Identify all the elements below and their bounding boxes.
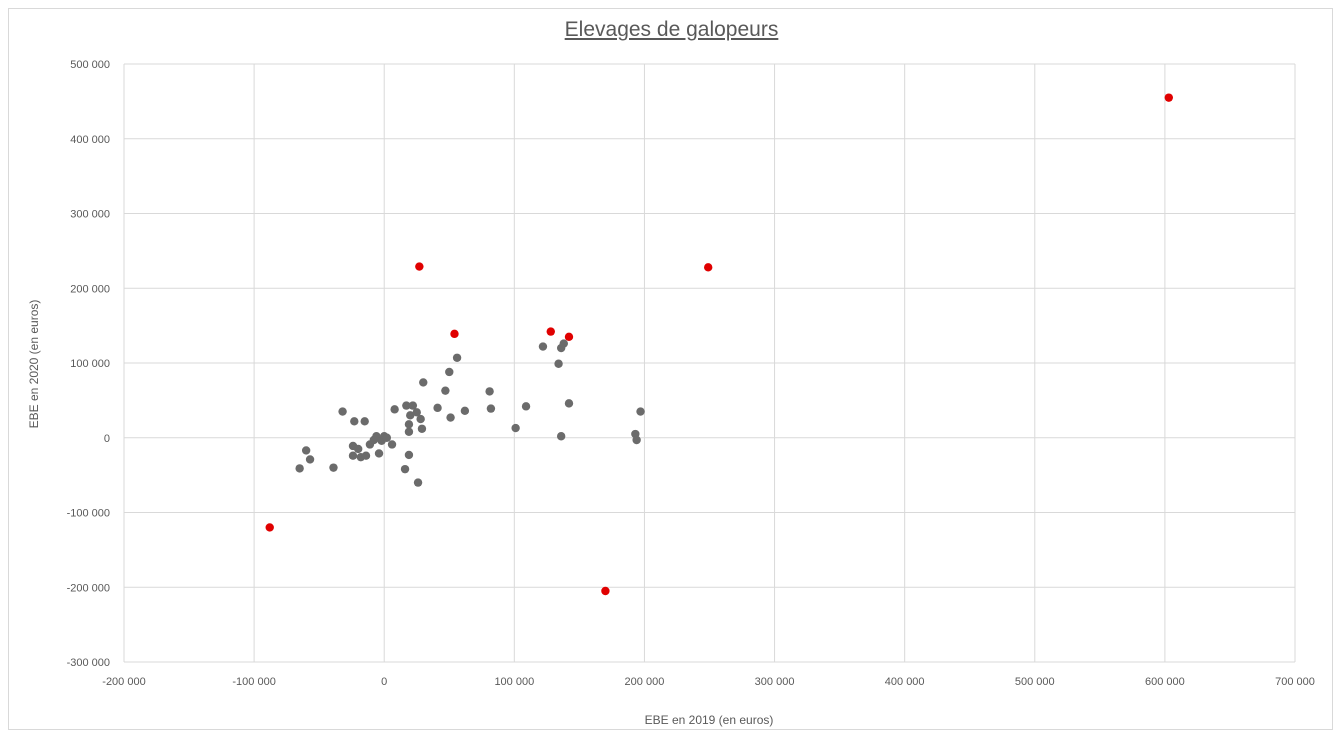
data-point	[485, 387, 494, 396]
data-point	[486, 404, 496, 413]
data-point	[406, 411, 415, 420]
data-point	[636, 407, 645, 416]
highlighted-data-point	[450, 329, 459, 339]
data-point	[387, 440, 397, 449]
x-tick-label: 200 000	[625, 676, 665, 688]
data-point	[632, 435, 641, 445]
x-tick-label: 700 000	[1275, 676, 1315, 688]
data-point	[412, 408, 421, 417]
highlighted-data-point	[265, 523, 274, 532]
y-tick-label: -300 000	[67, 657, 110, 669]
chart-title: Elevages de galopeurs	[564, 18, 779, 41]
data-point	[390, 405, 399, 414]
data-point	[417, 424, 427, 433]
data-point	[452, 353, 462, 362]
data-point	[408, 401, 418, 410]
data-point	[338, 407, 347, 416]
data-point	[329, 463, 338, 472]
data-point	[521, 402, 531, 411]
x-tick-label: 0	[381, 676, 387, 688]
x-tick-label: 100 000	[494, 676, 534, 688]
data-point	[404, 427, 414, 436]
data-point	[433, 403, 442, 413]
data-point	[295, 464, 304, 473]
x-tick-label: -100 000	[232, 676, 275, 688]
highlighted-data-point	[1164, 93, 1173, 102]
y-tick-label: 300 000	[70, 209, 110, 221]
data-point	[400, 464, 410, 474]
y-tick-labels: -300 000 -200 000 -100 000 0 100 000 200 000 3…	[67, 59, 110, 669]
data-point	[354, 444, 363, 454]
x-tick-label: 400 000	[885, 676, 925, 688]
chart-frame	[8, 8, 1333, 730]
data-point	[413, 478, 423, 487]
y-tick-label: 0	[104, 433, 110, 445]
x-axis-title: EBE en 2019 (en euros)	[645, 713, 774, 727]
data-point	[511, 423, 520, 433]
highlighted-data-point	[546, 327, 555, 336]
highlighted-data-point	[703, 263, 713, 272]
data-point	[361, 451, 371, 460]
data-point	[305, 455, 315, 464]
y-axis-title: EBE en 2020 (en euros)	[27, 300, 41, 429]
data-point	[460, 406, 470, 416]
data-point	[556, 432, 566, 441]
x-tick-label: 300 000	[755, 676, 795, 688]
y-tick-label: 100 000	[70, 358, 110, 370]
data-point	[419, 378, 428, 387]
y-tick-label: 500 000	[70, 59, 110, 71]
data-point	[350, 417, 359, 426]
data-point	[446, 413, 455, 422]
y-tick-label: 200 000	[70, 283, 110, 295]
y-tick-label: -100 000	[67, 508, 110, 520]
data-point	[348, 451, 358, 460]
data-point	[402, 401, 411, 410]
data-point	[301, 446, 311, 455]
y-tick-label: 400 000	[70, 134, 110, 146]
data-point	[404, 450, 414, 460]
highlighted-data-point	[564, 332, 574, 342]
data-point	[374, 449, 384, 458]
data-point	[404, 420, 414, 429]
data-point	[445, 367, 454, 377]
data-point	[416, 414, 425, 424]
data-point	[382, 433, 392, 442]
data-point	[441, 386, 450, 395]
data-point	[538, 342, 548, 351]
highlighted-data-point	[601, 586, 610, 596]
x-tick-label: 500 000	[1015, 676, 1055, 688]
y-tick-label: -200 000	[67, 582, 110, 594]
data-points	[265, 93, 1173, 596]
data-point	[360, 417, 369, 426]
data-point	[559, 339, 568, 348]
highlighted-data-point	[415, 262, 424, 271]
x-tick-label: -200 000	[102, 676, 145, 688]
x-tick-labels: -200 000 -100 000 0 100 000 200 000 300 000 40…	[102, 676, 1315, 688]
data-point	[554, 359, 563, 368]
x-tick-label: 600 000	[1145, 676, 1185, 688]
gridlines	[123, 63, 1296, 663]
data-point	[564, 399, 574, 408]
